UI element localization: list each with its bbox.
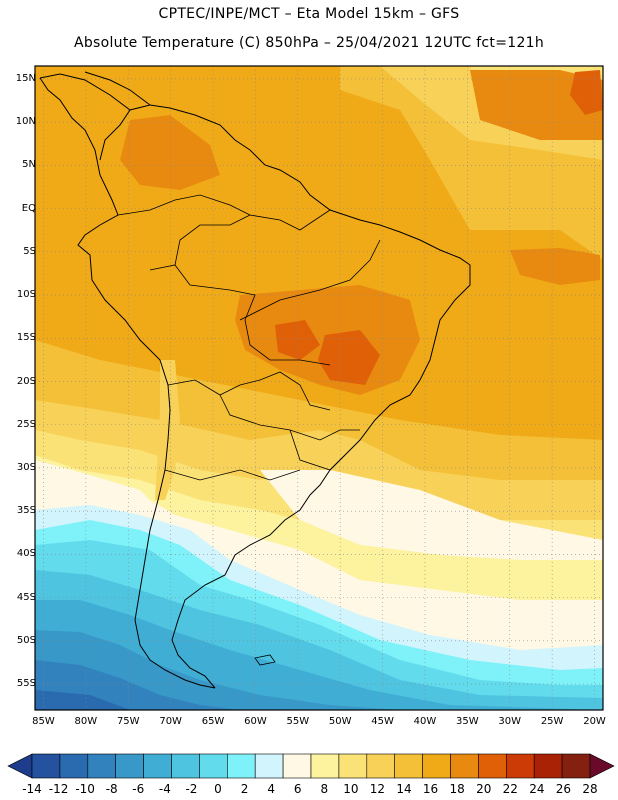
lat-tick-label: 45S xyxy=(16,591,36,603)
lon-tick-label: 75W xyxy=(116,716,140,727)
map-frame xyxy=(34,65,604,711)
colorbar-label: 26 xyxy=(555,782,572,796)
lon-tick-label: 30W xyxy=(498,716,522,727)
colorbar-swatch xyxy=(366,753,395,779)
coastlines xyxy=(39,71,471,689)
colorbar-max-arrow xyxy=(589,753,615,779)
falkland-islands xyxy=(254,654,276,666)
colorbar-label: -10 xyxy=(75,782,95,796)
colorbar-swatch xyxy=(199,753,228,779)
temperature-field xyxy=(35,66,603,710)
colorbar-label: 6 xyxy=(293,782,302,796)
colorbar-swatch xyxy=(143,753,172,779)
colorbar-label: -14 xyxy=(22,782,42,796)
lat-tick-label: 50S xyxy=(16,634,36,646)
lat-tick-label: 25S xyxy=(16,418,36,430)
colorbar-label: -6 xyxy=(132,782,145,796)
colorbar-label: 10 xyxy=(343,782,359,796)
colorbar-swatch xyxy=(171,753,200,779)
colorbar-swatch xyxy=(87,753,117,779)
colorbar-swatch xyxy=(227,753,256,779)
lat-tick-label: 55S xyxy=(16,678,36,690)
country-borders xyxy=(117,194,381,481)
colorbar-label: 2 xyxy=(240,782,249,796)
colorbar-label: 0 xyxy=(214,782,222,796)
colorbar-label: 28 xyxy=(582,782,598,796)
colorbar-swatch xyxy=(450,753,479,779)
lat-tick-label: EQ xyxy=(21,202,36,214)
colorbar-label: -4 xyxy=(158,782,171,796)
lat-tick-label: 35S xyxy=(16,505,36,517)
colorbar-label: -8 xyxy=(105,782,118,796)
lat-tick-label: 5S xyxy=(23,245,36,257)
lat-tick-label: 10S xyxy=(16,289,36,301)
colorbar-swatch xyxy=(561,753,591,779)
lon-tick-label: 25W xyxy=(540,716,564,727)
lat-tick-label: 5N xyxy=(22,159,36,171)
colorbar-swatch xyxy=(31,753,61,779)
lat-tick-label: 15S xyxy=(16,332,36,344)
colorbar-label: -12 xyxy=(48,782,69,796)
graticule xyxy=(35,66,603,710)
colorbar-swatch xyxy=(533,753,563,779)
lon-tick-label: 60W xyxy=(244,716,267,727)
lon-tick-label: 80W xyxy=(74,716,98,727)
colorbar-min-arrow xyxy=(7,753,33,779)
colorbar-label: 16 xyxy=(422,782,439,796)
chart-title-line2: Absolute Temperature (C) 850hPa – 25/04/… xyxy=(73,35,545,51)
colorbar-label: 12 xyxy=(369,782,386,796)
lat-tick-label: 15N xyxy=(15,72,36,84)
colorbar-label: 24 xyxy=(529,782,545,796)
chart-title-line1: CPTEC/INPE/MCT – Eta Model 15km – GFS xyxy=(158,6,460,22)
lon-tick-label: 70W xyxy=(159,716,182,727)
colorbar-swatch xyxy=(394,753,423,779)
colorbar-swatch xyxy=(254,753,284,779)
colorbar xyxy=(7,753,615,779)
colorbar-swatch xyxy=(282,753,312,779)
colorbar-label: 8 xyxy=(320,782,329,796)
lon-tick-label: 50W xyxy=(328,716,352,727)
colorbar-swatch xyxy=(505,753,535,779)
lat-tick-label: 10N xyxy=(15,116,36,128)
colorbar-label: 14 xyxy=(396,782,412,796)
colorbar-label: 4 xyxy=(267,782,275,796)
colorbar-label: -2 xyxy=(185,782,198,796)
colorbar-swatch xyxy=(310,753,340,779)
lat-tick-label: 20S xyxy=(16,375,36,387)
colorbar-swatch xyxy=(422,753,451,779)
colorbar-label: 22 xyxy=(502,782,518,796)
lat-tick-label: 30S xyxy=(16,461,36,473)
lon-tick-label: 85W xyxy=(32,716,55,727)
lon-tick-label: 40W xyxy=(413,716,437,727)
colorbar-swatch xyxy=(115,753,144,779)
colorbar-swatch xyxy=(478,753,507,779)
lat-tick-label: 40S xyxy=(16,548,36,560)
lon-tick-label: 45W xyxy=(371,716,394,727)
lon-tick-label: 65W xyxy=(201,716,225,727)
colorbar-label: 18 xyxy=(449,782,465,796)
lon-tick-label: 35W xyxy=(456,716,479,727)
colorbar-label: 20 xyxy=(476,782,492,796)
colorbar-swatch xyxy=(59,753,89,779)
lon-tick-label: 55W xyxy=(286,716,310,727)
colorbar-swatch xyxy=(338,753,368,779)
lon-tick-label: 20W xyxy=(583,716,606,727)
